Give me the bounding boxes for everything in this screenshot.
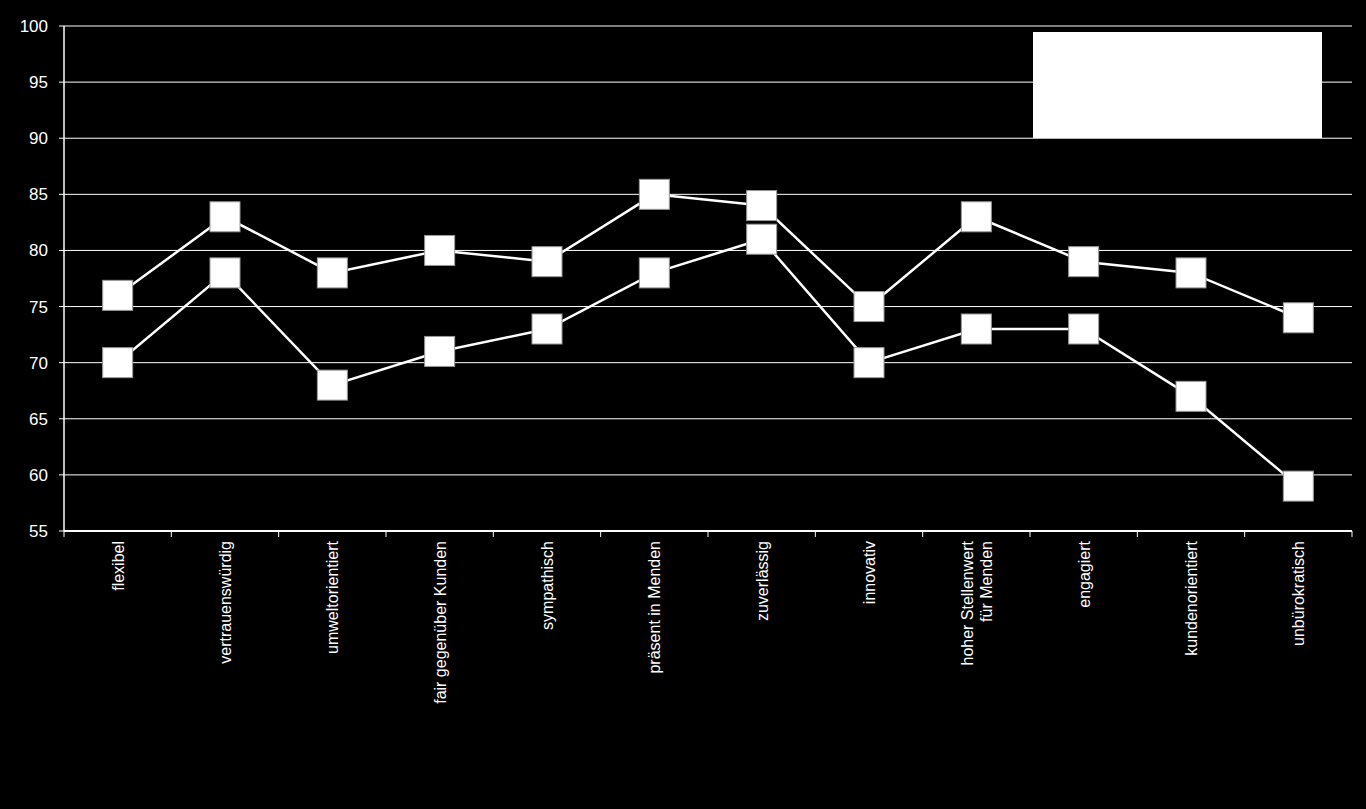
x-tick-label: unbürokratisch	[1290, 541, 1307, 646]
label-line: innovativ	[861, 541, 878, 604]
plot-area	[103, 179, 1314, 501]
x-tick	[708, 531, 709, 537]
x-tick-label: zuverlässig	[754, 541, 771, 621]
x-tick-label: sympathisch	[539, 541, 556, 630]
label-line: kundenorientiert	[1183, 540, 1200, 655]
series-line	[118, 239, 1299, 486]
marker	[747, 191, 777, 221]
x-tick-label: kundenorientiert	[1183, 540, 1200, 655]
marker	[639, 179, 669, 209]
y-axis	[63, 26, 65, 531]
y-tick-label: 65	[29, 410, 48, 429]
x-tick	[171, 531, 172, 537]
marker	[1069, 314, 1099, 344]
y-tick-label: 100	[20, 17, 48, 36]
marker	[747, 224, 777, 254]
label-line: zuverlässig	[754, 541, 771, 621]
marker	[1176, 258, 1206, 288]
x-tick-label: innovativ	[861, 541, 878, 604]
x-tick	[278, 531, 279, 537]
x-tick	[922, 531, 923, 537]
x-tick-label: flexibel	[110, 541, 127, 591]
marker	[425, 235, 455, 265]
marker	[1176, 381, 1206, 411]
x-tick-label: fair gegenüber Kunden	[432, 541, 449, 704]
legend	[1033, 32, 1322, 138]
marker	[317, 370, 347, 400]
y-tick-label: 80	[29, 241, 48, 260]
label-line: flexibel	[110, 541, 127, 591]
marker	[639, 258, 669, 288]
x-tick-label: umweltorientiert	[324, 540, 341, 653]
chart: 55 60 65 70 75 80 85 90 95 100 flexibel vertrauensw…	[0, 0, 1366, 809]
y-tick-label: 90	[29, 129, 48, 148]
x-tick-label: vertrauenswürdig	[217, 541, 234, 664]
marker	[1069, 247, 1099, 277]
label-line: umweltorientiert	[324, 540, 341, 653]
marker	[532, 247, 562, 277]
x-tick	[493, 531, 494, 537]
marker	[1283, 303, 1313, 333]
marker	[961, 314, 991, 344]
marker	[317, 258, 347, 288]
marker	[532, 314, 562, 344]
grid-line	[64, 250, 1352, 251]
label-line: hoher Stellenwert	[959, 540, 976, 665]
grid-line	[64, 194, 1352, 195]
marker	[425, 336, 455, 366]
grid-line	[64, 418, 1352, 419]
x-tick-label: präsent in Menden	[646, 541, 663, 674]
marker	[1283, 471, 1313, 501]
x-tick-label: engagiert	[1076, 540, 1093, 607]
label-line: sympathisch	[539, 541, 556, 630]
x-tick	[1137, 531, 1138, 537]
y-tick-label: 60	[29, 466, 48, 485]
background	[0, 0, 1366, 809]
marker	[103, 348, 133, 378]
x-tick	[815, 531, 816, 537]
label-line: präsent in Menden	[646, 541, 663, 674]
grid-line	[64, 474, 1352, 475]
x-tick	[1352, 531, 1353, 537]
label-line: fair gegenüber Kunden	[432, 541, 449, 704]
marker	[210, 202, 240, 232]
y-tick-label: 75	[29, 298, 48, 317]
label-line: vertrauenswürdig	[217, 541, 234, 664]
grid-line	[64, 26, 1352, 27]
x-tick	[64, 531, 65, 537]
x-tick	[600, 531, 601, 537]
marker	[103, 280, 133, 310]
y-tick-label: 70	[29, 354, 48, 373]
x-tick	[386, 531, 387, 537]
grid-line	[64, 362, 1352, 363]
y-tick-label: 95	[29, 73, 48, 92]
y-tick-label: 85	[29, 185, 48, 204]
label-line: für Menden	[978, 541, 995, 622]
label-line: engagiert	[1076, 540, 1093, 607]
y-tick-label: 55	[29, 522, 48, 541]
marker	[961, 202, 991, 232]
marker	[854, 348, 884, 378]
x-tick-label: hoher Stellenwertfür Menden	[959, 540, 995, 665]
x-tick	[1030, 531, 1031, 537]
marker	[210, 258, 240, 288]
x-tick	[1244, 531, 1245, 537]
marker	[854, 292, 884, 322]
label-line: unbürokratisch	[1290, 541, 1307, 646]
